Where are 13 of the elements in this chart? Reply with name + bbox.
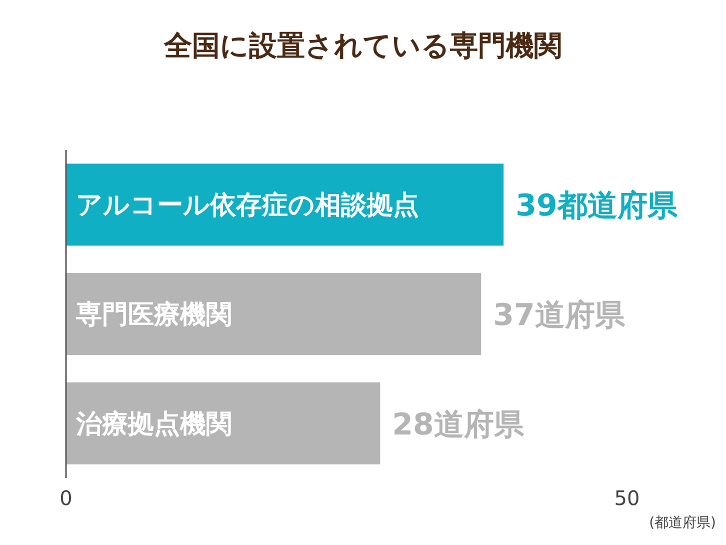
data-label: 39都道府県 [516,188,678,224]
y-tick-label: 治療拠点機関 [75,409,232,440]
y-tick-label: アルコール依存症の相談拠点 [76,190,419,221]
bar [66,273,482,355]
chart-title: 全国に設置されている専門機関 [163,29,562,62]
data-label: 37道府県 [493,298,626,333]
bar [66,382,380,464]
x-tick-label: 50 [614,486,640,510]
bar [66,164,504,246]
x-tick-label: 0 [60,486,72,510]
y-tick-label: 専門医療機関 [75,300,232,330]
data-label: 28道府県 [392,407,525,442]
x-axis-title: (都道府県) [649,515,716,531]
